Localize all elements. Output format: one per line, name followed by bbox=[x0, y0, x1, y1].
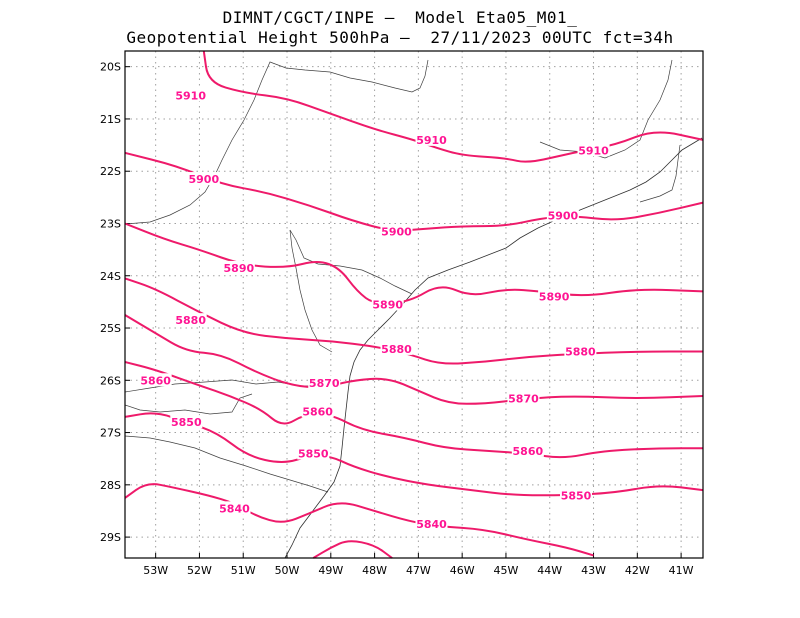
contour-label-bg-5880-1 bbox=[380, 341, 413, 355]
brazil-states-border-1 bbox=[124, 59, 429, 225]
coastline bbox=[284, 137, 703, 559]
contour-label-5910-0: 5910 bbox=[175, 89, 206, 102]
contour-label-bg-5870-1 bbox=[507, 391, 540, 405]
contour-label-5890-2: 5890 bbox=[539, 291, 570, 304]
contour-label-5860-0: 5860 bbox=[140, 374, 171, 387]
lon-tick-label-4: 49W bbox=[318, 564, 343, 577]
brazil-states-border-2 bbox=[289, 229, 413, 295]
contour-label-bg-5860-2 bbox=[511, 443, 544, 457]
lat-tick-label-5: 25S bbox=[100, 322, 121, 335]
contour-lines bbox=[124, 50, 704, 559]
contour-label-bg-5900-2 bbox=[546, 208, 579, 222]
mg-rj-border bbox=[539, 59, 673, 159]
lon-tick-label-6: 47W bbox=[406, 564, 431, 577]
contour-label-5890-0: 5890 bbox=[224, 262, 255, 275]
contour-5880 bbox=[124, 277, 703, 365]
plot-frame bbox=[124, 50, 704, 559]
contour-label-5880-1: 5880 bbox=[381, 343, 412, 356]
contour-label-5870-0: 5870 bbox=[309, 377, 340, 390]
contour-label-5870-1: 5870 bbox=[508, 393, 539, 406]
longitude-tick-labels: 53W 52W 51W 50W 49W 48W 47W 46W 45W 44W 43W 42W 41W bbox=[143, 564, 693, 577]
lat-tick-label-4: 24S bbox=[100, 270, 121, 283]
lat-tick-label-3: 23S bbox=[100, 217, 121, 230]
contour-label-bg-5840-0 bbox=[218, 501, 251, 515]
lon-tick-label-7: 46W bbox=[450, 564, 475, 577]
lon-tick-label-11: 42W bbox=[625, 564, 650, 577]
lat-tick-label-2: 22S bbox=[100, 165, 121, 178]
contour-label-bg-5900-1 bbox=[380, 224, 413, 238]
contour-label-bg-5910-2 bbox=[577, 143, 610, 157]
contour-label-5880-0: 5880 bbox=[175, 314, 206, 327]
contour-label-bg-5900-0 bbox=[187, 172, 220, 186]
contour-5890 bbox=[124, 222, 704, 305]
contour-label-bg-5870-0 bbox=[308, 375, 341, 389]
lat-tick-label-9: 29S bbox=[100, 531, 121, 544]
contour-label-5900-1: 5900 bbox=[381, 225, 412, 238]
lon-tick-label-12: 41W bbox=[669, 564, 694, 577]
contour-label-bg-5910-0 bbox=[174, 88, 207, 102]
contour-label-5840-1: 5840 bbox=[416, 518, 447, 531]
contour-label-5890-1: 5890 bbox=[372, 299, 403, 312]
brazil-states-border-4 bbox=[124, 435, 329, 493]
contour-label-bg-5880-2 bbox=[564, 344, 597, 358]
contour-label-5850-1: 5850 bbox=[298, 447, 329, 460]
contour-label-5910-1: 5910 bbox=[416, 134, 447, 147]
lat-tick-label-6: 26S bbox=[100, 374, 121, 387]
contour-label-5900-2: 5900 bbox=[548, 210, 579, 223]
lat-tick-label-1: 21S bbox=[100, 113, 121, 126]
contour-label-bg-5890-0 bbox=[222, 260, 255, 274]
contour-label-bg-5890-2 bbox=[538, 289, 571, 303]
lat-tick-label-8: 28S bbox=[100, 479, 121, 492]
contour-label-bg-5850-2 bbox=[560, 488, 593, 502]
contour-labels: 5910 5910 5910 5900 5900 5900 5890 5890 5890 5880… bbox=[139, 88, 610, 531]
contour-5900 bbox=[124, 151, 704, 232]
contour-label-bg-5860-1 bbox=[301, 404, 334, 418]
contour-label-5850-2: 5850 bbox=[561, 489, 592, 502]
contour-label-bg-5910-1 bbox=[415, 132, 448, 146]
chart-title-line2: Geopotential Height 500hPa – 27/11/2023 … bbox=[126, 28, 674, 47]
latitude-tick-labels: 20S 21S 22S 23S 24S 25S 26S 27S 28S 29S bbox=[100, 61, 121, 544]
lon-tick-label-8: 45W bbox=[494, 564, 519, 577]
contour-5910 bbox=[202, 50, 704, 163]
lat-tick-label-7: 27S bbox=[100, 427, 121, 440]
mg-es-border bbox=[639, 144, 681, 203]
contour-label-5910-2: 5910 bbox=[578, 144, 609, 157]
lon-tick-label-9: 44W bbox=[537, 564, 562, 577]
contour-label-5900-0: 5900 bbox=[189, 173, 220, 186]
paraguay-border bbox=[289, 229, 333, 353]
contour-5860 bbox=[124, 361, 703, 459]
contour-5840 bbox=[124, 483, 594, 557]
contour-label-5880-2: 5880 bbox=[565, 346, 596, 359]
lon-tick-label-2: 51W bbox=[231, 564, 256, 577]
contour-label-bg-5850-1 bbox=[297, 446, 330, 460]
contour-label-5840-0: 5840 bbox=[219, 502, 250, 515]
contour-label-bg-5880-0 bbox=[174, 313, 207, 327]
contour-label-bg-5850-0 bbox=[170, 415, 203, 429]
lat-tick-label-0: 20S bbox=[100, 61, 121, 74]
contour-5830 bbox=[312, 540, 393, 559]
contour-label-bg-5840-1 bbox=[415, 517, 448, 531]
lon-tick-label-10: 43W bbox=[581, 564, 606, 577]
lon-tick-label-0: 53W bbox=[143, 564, 168, 577]
contour-label-bg-5860-0 bbox=[139, 373, 172, 387]
contour-label-bg-5890-1 bbox=[371, 297, 404, 311]
country-coast-borders bbox=[124, 59, 703, 559]
chart-title-line1: DIMNT/CGCT/INPE – Model Eta05_M01_ bbox=[222, 8, 578, 27]
lon-tick-label-3: 50W bbox=[275, 564, 300, 577]
contour-label-5860-1: 5860 bbox=[302, 406, 333, 419]
lon-tick-label-5: 48W bbox=[362, 564, 387, 577]
lon-tick-label-1: 52W bbox=[187, 564, 212, 577]
contour-label-5860-2: 5860 bbox=[513, 445, 544, 458]
contour-label-5850-0: 5850 bbox=[171, 416, 202, 429]
